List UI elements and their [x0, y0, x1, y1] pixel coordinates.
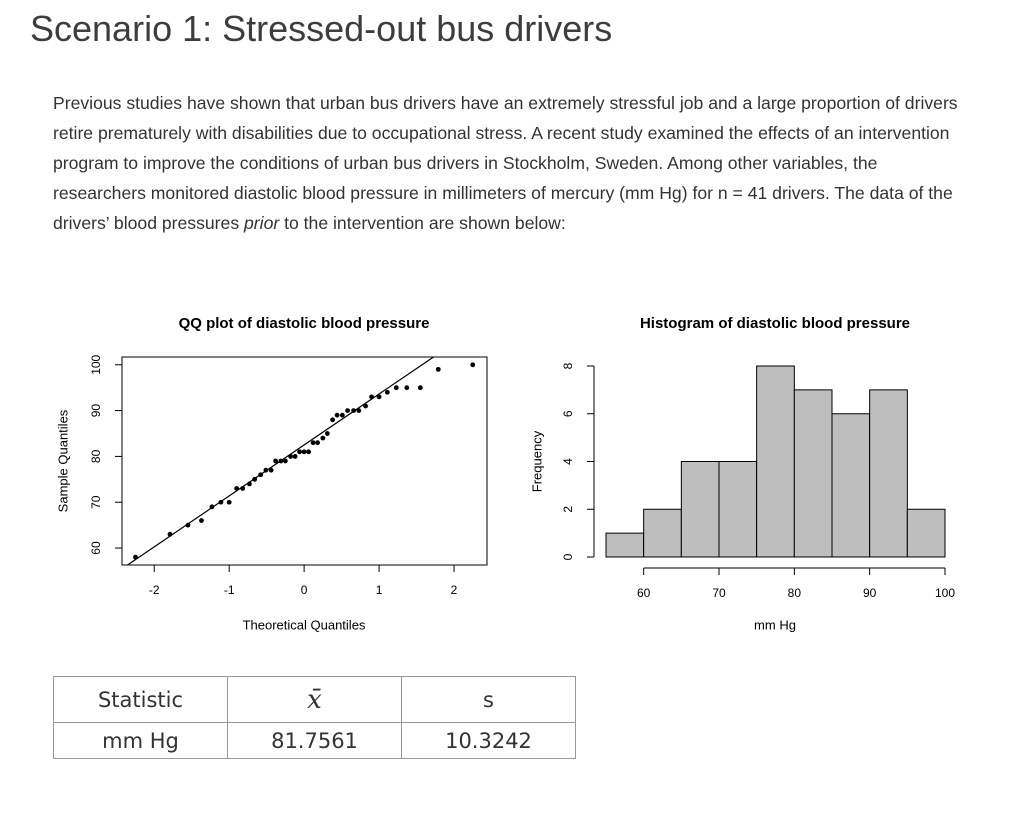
bar: [605, 532, 645, 558]
point: [470, 362, 476, 368]
point: [315, 440, 321, 446]
x-tick-label: -2: [149, 583, 160, 597]
x-tick-label: 2: [451, 583, 458, 597]
point: [252, 476, 258, 482]
bar: [680, 461, 720, 558]
point: [334, 412, 340, 418]
bar: [831, 413, 871, 558]
point: [320, 435, 326, 441]
point: [133, 554, 138, 560]
x-tick-label: 90: [863, 586, 877, 600]
stats-table: Statistic x̄ s mm Hg 81.7561 10.3242: [53, 676, 576, 759]
paragraph: Previous studies have shown that urban b…: [53, 88, 968, 238]
x-tick-label: 70: [712, 586, 726, 600]
y-tick-label: 8: [561, 362, 575, 369]
x-tick-label: 100: [935, 586, 955, 600]
point: [226, 499, 232, 505]
y-tick-label: 100: [89, 354, 103, 374]
point: [393, 385, 399, 391]
point: [376, 394, 382, 400]
bar: [643, 508, 682, 558]
y-tick-label: 80: [89, 449, 103, 463]
point: [185, 522, 191, 528]
point: [167, 531, 173, 537]
cell: 81.7561: [227, 722, 402, 759]
point: [435, 366, 441, 372]
point: [218, 499, 224, 505]
point: [288, 454, 294, 459]
text: Previous studies have shown that urban b…: [53, 93, 958, 233]
y-tick-label: 70: [89, 495, 103, 509]
point: [263, 467, 269, 473]
point: [363, 403, 368, 409]
bar: [718, 461, 758, 558]
emphasis: prior: [244, 213, 280, 233]
y-axis-label: Sample Quantiles: [55, 409, 70, 512]
y-axis-label: Frequency: [529, 430, 544, 492]
point: [351, 408, 356, 414]
y-tick-label: 4: [561, 458, 575, 465]
qq-line: [126, 357, 435, 565]
point: [282, 458, 288, 464]
y-tick-label: 60: [89, 541, 103, 555]
row: mm Hg 81.7561 10.3242: [53, 722, 576, 759]
point: [345, 408, 350, 414]
cell: s: [401, 676, 576, 723]
chart-title: QQ plot of diastolic blood pressure: [179, 315, 430, 332]
bar: [756, 365, 795, 558]
x-tick-label: 80: [788, 586, 802, 600]
point: [310, 440, 316, 446]
point: [384, 389, 390, 395]
bar: [869, 389, 908, 558]
bar: [793, 389, 833, 558]
row: Statistic x̄ s: [53, 676, 576, 723]
point: [404, 385, 410, 391]
point: [292, 454, 298, 459]
y-tick-label: 6: [561, 410, 575, 417]
x-tick-label: -1: [224, 583, 235, 597]
x-axis-label: Theoretical Quantiles: [243, 617, 366, 632]
point: [330, 417, 336, 423]
point: [234, 486, 240, 491]
x-tick-label: 1: [376, 583, 383, 597]
cell: 10.3242: [401, 722, 576, 759]
y-tick-label: 0: [561, 553, 575, 560]
point: [258, 472, 264, 478]
point: [199, 518, 204, 523]
point: [306, 449, 312, 455]
point: [209, 504, 215, 510]
x-axis-label: mm Hg: [754, 617, 796, 632]
point: [356, 408, 362, 414]
x-tick-label: 60: [637, 586, 651, 600]
cell: x̄: [227, 676, 402, 723]
title: Scenario 1: Stressed-out bus drivers: [30, 8, 613, 49]
x-tick-label: 0: [301, 583, 308, 597]
point: [247, 481, 252, 487]
cell: Statistic: [53, 676, 228, 723]
cell: mm Hg: [53, 722, 228, 759]
point: [273, 458, 279, 464]
text: to the intervention are shown below:: [279, 213, 566, 233]
point: [339, 412, 345, 418]
point: [278, 458, 284, 464]
point: [297, 449, 303, 455]
point: [324, 431, 330, 436]
point: [268, 467, 274, 473]
bar: [906, 508, 946, 558]
point: [369, 394, 374, 400]
point: [240, 486, 246, 491]
plot-box: [121, 356, 488, 566]
y-tick-label: 2: [561, 506, 575, 513]
chart-title: Histogram of diastolic blood pressure: [640, 315, 910, 332]
point: [301, 449, 307, 455]
y-tick-label: 90: [89, 404, 103, 418]
point: [417, 385, 423, 391]
